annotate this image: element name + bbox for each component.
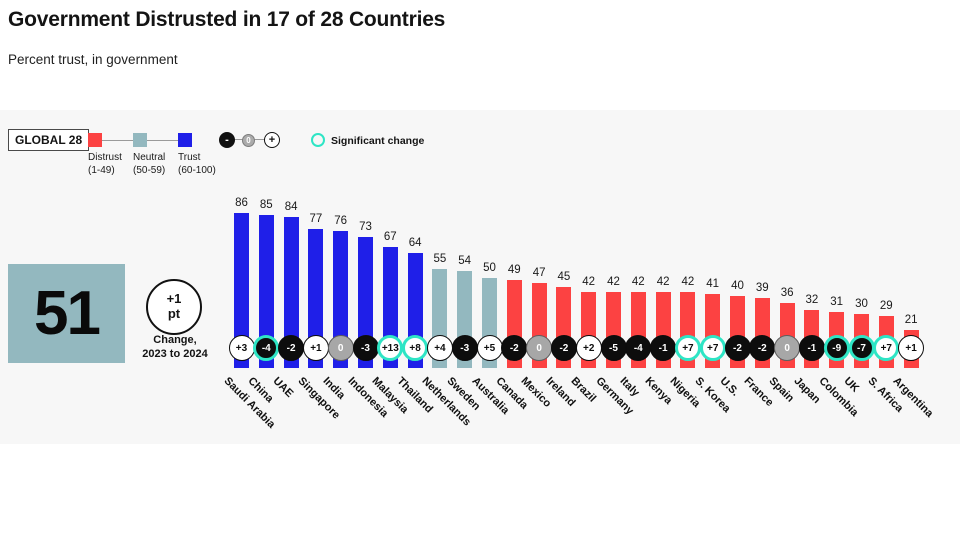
neutral-range: (50-59): [133, 164, 166, 176]
change-badge: -5: [600, 335, 627, 361]
bar-value: 42: [681, 276, 695, 289]
positive-change-icon: +: [264, 132, 280, 148]
bar-value: 67: [383, 231, 397, 244]
global-change-unit: pt: [167, 306, 181, 321]
neutral-caption: Neutral (50-59): [133, 152, 187, 177]
chart-panel: [0, 110, 960, 444]
trust-caption: Trust (60-100): [178, 152, 232, 177]
change-badge: +13: [377, 335, 404, 361]
significant-change-label: Significant change: [331, 135, 425, 147]
bar-value: 54: [458, 254, 472, 267]
change-badge: -9: [823, 335, 850, 361]
change-badge: -2: [501, 335, 528, 361]
bar-value: 41: [706, 278, 720, 291]
global-change-value: +1: [166, 291, 182, 307]
bar-value: 55: [433, 253, 447, 265]
change-badge: -2: [724, 335, 751, 361]
change-badge: +1: [898, 335, 925, 361]
bar: [333, 231, 349, 368]
distrust-range: (1-49): [88, 164, 115, 176]
bar: [258, 215, 274, 368]
distrust-swatch: [88, 133, 102, 147]
trust-swatch: [178, 133, 192, 147]
bar-value: 45: [557, 271, 571, 283]
change-badge: +7: [674, 335, 701, 361]
bar-value: 77: [309, 213, 323, 226]
bar: [234, 213, 249, 368]
bar-value: 32: [805, 294, 819, 307]
bar-value: 42: [631, 276, 645, 289]
bar-value: 42: [582, 276, 596, 289]
change-badge: 0: [774, 335, 801, 361]
bar-value: 73: [359, 220, 372, 233]
trust-range: (60-100): [178, 164, 216, 176]
bar: [283, 216, 299, 368]
bar-value: 36: [780, 287, 794, 300]
trust-name: Trust: [178, 152, 201, 163]
global-change-badge: +1 pt: [146, 279, 202, 335]
significant-change-icon: [311, 133, 325, 147]
bar-value: 40: [731, 280, 744, 292]
bar-value: 31: [830, 296, 844, 309]
global-28-label: GLOBAL 28: [8, 129, 90, 151]
distrust-name: Distrust: [88, 152, 122, 163]
change-badge: 0: [526, 335, 553, 361]
bar-value: 42: [607, 276, 620, 289]
change-badge: +5: [476, 335, 503, 361]
bar-value: 21: [904, 314, 918, 327]
change-badge: +1: [302, 335, 329, 361]
neutral-name: Neutral: [133, 152, 166, 163]
bar-value: 84: [284, 200, 298, 213]
change-badge: -2: [550, 335, 577, 361]
change-badge: -3: [451, 335, 478, 361]
page-subtitle: Percent trust, in government: [8, 52, 178, 67]
bar: [308, 229, 324, 368]
bar-value: 50: [483, 262, 496, 274]
global-score-box: 51: [8, 264, 125, 363]
change-badge: +4: [426, 335, 453, 361]
change-badge: -3: [352, 335, 379, 361]
bar-value: 85: [259, 199, 273, 211]
bar-value: 76: [334, 215, 348, 228]
change-badge: -7: [848, 335, 875, 361]
change-badge: +8: [402, 335, 429, 361]
bar-value: 49: [507, 263, 521, 276]
bar-value: 42: [656, 276, 670, 289]
change-badge: +7: [699, 335, 726, 361]
change-badge: -1: [798, 335, 825, 361]
change-badge: -4: [625, 335, 652, 361]
neutral-swatch: [133, 133, 147, 147]
change-badge: +7: [873, 335, 900, 361]
bar-value: 64: [408, 236, 422, 249]
change-badge: -1: [650, 335, 677, 361]
global-change-caption: Change, 2023 to 2024: [142, 334, 208, 360]
change-badge: +2: [575, 335, 602, 361]
negative-change-icon: -: [219, 132, 235, 148]
bar-value: 29: [879, 299, 893, 312]
bar-value: 86: [235, 197, 248, 210]
global-score: 51: [34, 279, 101, 348]
bar-value: 47: [532, 267, 546, 280]
change-badge: 0: [327, 335, 354, 361]
change-badge: -4: [253, 335, 280, 361]
distrust-caption: Distrust (1-49): [88, 152, 142, 177]
change-badge: -2: [278, 335, 305, 361]
zero-change-icon: 0: [242, 134, 255, 147]
bar-value: 39: [755, 281, 769, 294]
page-title: Government Distrusted in 17 of 28 Countr…: [8, 8, 446, 31]
bar-value: 30: [855, 298, 868, 310]
change-badge: +3: [228, 335, 255, 361]
